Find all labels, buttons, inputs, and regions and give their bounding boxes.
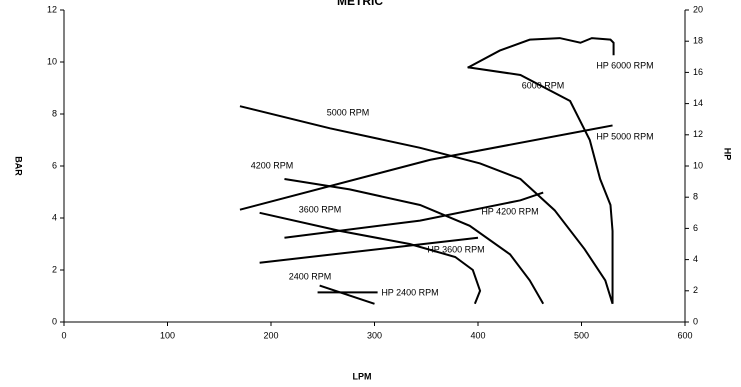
curve-label: 5000 RPM (327, 107, 370, 117)
curve (319, 284, 375, 305)
curve (239, 105, 614, 305)
y2-tick-label: 8 (693, 192, 698, 202)
y2-tick-label: 0 (693, 316, 698, 326)
y2-tick-label: 10 (693, 160, 703, 170)
curve-label: 6000 RPM (522, 80, 565, 90)
curve (467, 66, 614, 304)
y2-tick-label: 2 (693, 285, 698, 295)
x-tick-label: 500 (574, 330, 589, 340)
x-tick-label: 200 (263, 330, 278, 340)
curve (284, 191, 544, 239)
y2-tick-label: 20 (693, 4, 703, 14)
y2-tick-label: 16 (693, 67, 703, 77)
curve-label: HP 2400 RPM (381, 287, 438, 297)
curve (239, 124, 613, 211)
y-tick-label: 8 (52, 108, 57, 118)
y-tick-label: 10 (47, 56, 57, 66)
y2-tick-label: 12 (693, 129, 703, 139)
y2-tick-label: 6 (693, 223, 698, 233)
y-axis-label: BAR (14, 156, 24, 176)
x-tick-label: 600 (677, 330, 692, 340)
curve-label: 2400 RPM (289, 271, 332, 281)
x-axis-label: LPM (353, 371, 372, 381)
curve-label: HP 5000 RPM (596, 131, 653, 141)
x-tick-label: 0 (61, 330, 66, 340)
y2-tick-label: 18 (693, 36, 703, 46)
y-tick-label: 12 (47, 4, 57, 14)
x-tick-label: 400 (470, 330, 485, 340)
y2-tick-label: 14 (693, 98, 703, 108)
y-tick-label: 2 (52, 264, 57, 274)
x-tick-label: 300 (367, 330, 382, 340)
curve-label: 4200 RPM (251, 160, 294, 170)
curve (467, 37, 615, 69)
curve (259, 236, 479, 264)
curve (284, 178, 545, 305)
curve-label: 3600 RPM (299, 204, 342, 214)
y2-tick-label: 4 (693, 254, 698, 264)
curve-label: HP 4200 RPM (481, 206, 538, 216)
curve-label: HP 3600 RPM (427, 244, 484, 254)
y-tick-label: 6 (52, 160, 57, 170)
y-tick-label: 4 (52, 212, 57, 222)
curve-label: HP 6000 RPM (596, 60, 653, 70)
x-tick-label: 100 (160, 330, 175, 340)
y-tick-label: 0 (52, 316, 57, 326)
curve (259, 211, 482, 305)
chart-title: METRIC (337, 0, 383, 8)
y2-axis-label: HP (723, 148, 733, 161)
